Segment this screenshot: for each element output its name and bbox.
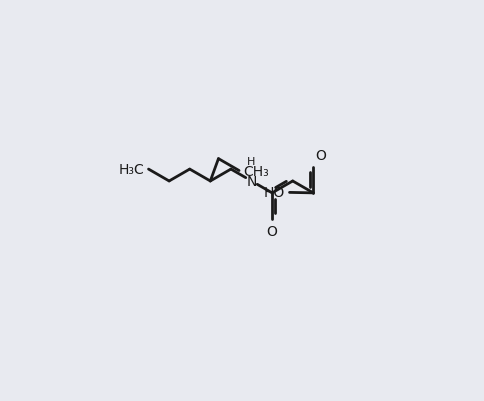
Text: CH₃: CH₃	[243, 164, 269, 178]
Text: O: O	[267, 224, 277, 238]
Text: HO: HO	[263, 186, 285, 200]
Text: O: O	[316, 149, 327, 162]
Text: N: N	[246, 174, 257, 188]
Text: H₃C: H₃C	[119, 163, 145, 177]
Text: H: H	[247, 156, 256, 166]
